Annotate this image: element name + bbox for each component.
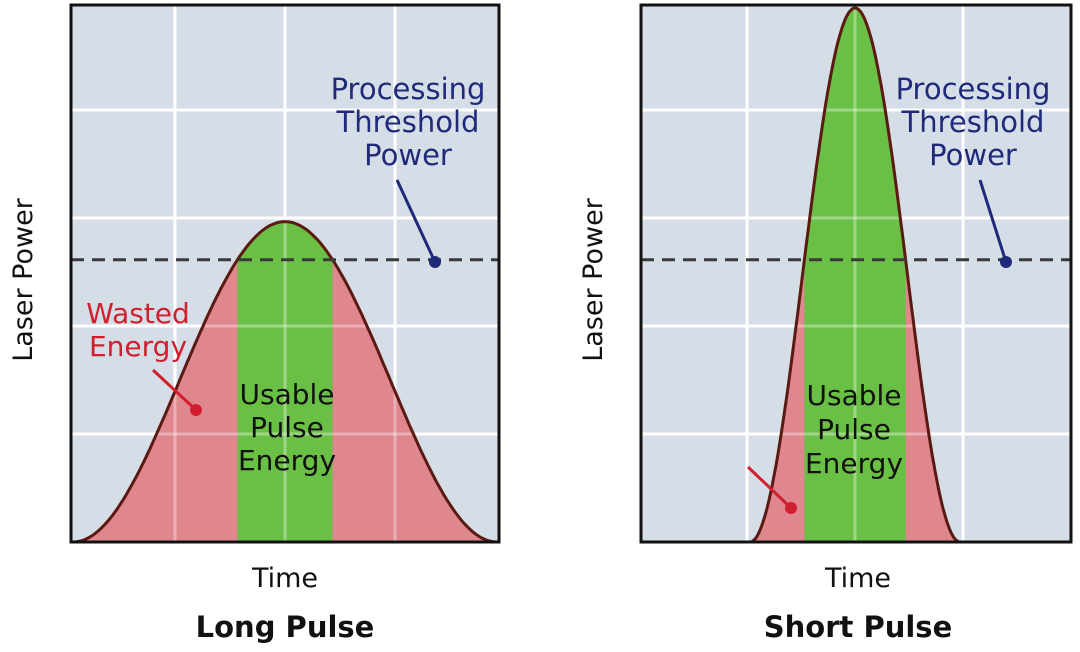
long-wasted-label-line1: Wasted	[86, 297, 190, 330]
short-wasted-dot	[785, 502, 797, 514]
long-threshold-dot	[429, 256, 441, 268]
long-usable-label-line1: Usable	[239, 378, 334, 411]
long-usable-label-line3: Energy	[238, 444, 336, 477]
long-wasted-pointer	[151, 368, 198, 412]
long-threshold-label-line2: Threshold	[336, 105, 480, 139]
short-grid-overlay	[641, 5, 1071, 542]
long-panel-title: Long Pulse	[196, 610, 375, 644]
short-wasted-pointer	[746, 465, 793, 510]
short-threshold-pointer	[978, 179, 1008, 263]
short-threshold-dot	[1000, 256, 1012, 268]
short-y-axis-label: Laser Power	[578, 197, 609, 361]
long-wasted-label-line2: Energy	[89, 330, 187, 363]
long-usable-energy-region	[237, 221, 333, 542]
short-panel-title: Short Pulse	[764, 610, 953, 644]
long-y-axis-label: Laser Power	[8, 197, 39, 361]
long-threshold-pointer	[395, 179, 437, 263]
long-grid-overlay	[71, 5, 499, 542]
long-threshold-label-line1: Processing	[331, 72, 486, 106]
short-threshold-label-line1: Processing	[896, 72, 1051, 106]
long-wasted-dot	[190, 404, 202, 416]
long-usable-label-line2: Pulse	[250, 411, 324, 444]
long-plot-frame	[69, 3, 501, 544]
short-x-axis-label: Time	[824, 563, 891, 594]
short-pulse-panel: Processing Threshold Power Usable Pulse …	[578, 3, 1073, 644]
short-usable-label-line2: Pulse	[817, 413, 891, 446]
long-x-axis-label: Time	[251, 563, 318, 594]
short-threshold-label-line3: Power	[929, 138, 1017, 172]
short-usable-energy-region	[804, 8, 906, 542]
short-usable-label-line1: Usable	[806, 379, 901, 412]
short-threshold-label-line2: Threshold	[901, 105, 1045, 139]
short-pulse-curve	[749, 6, 961, 542]
short-plot-frame	[639, 3, 1073, 544]
long-threshold-label-line3: Power	[364, 138, 452, 172]
short-usable-label-line3: Energy	[805, 447, 903, 480]
long-pulse-panel: Processing Threshold Power Wasted Energy…	[8, 3, 501, 644]
long-pulse-curve	[72, 220, 498, 542]
